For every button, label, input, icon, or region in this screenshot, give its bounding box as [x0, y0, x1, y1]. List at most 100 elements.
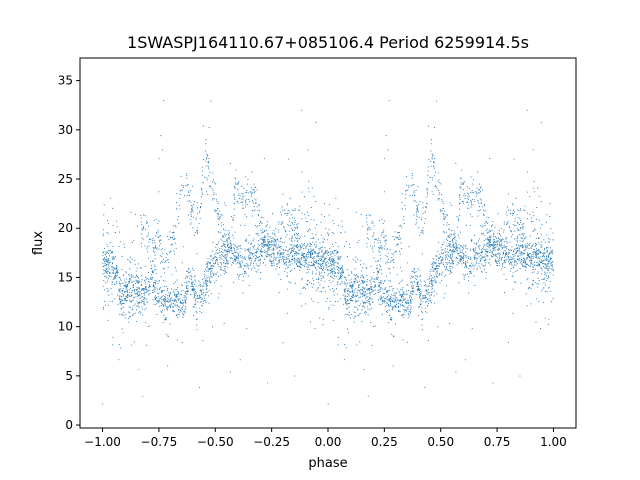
- data-point: [538, 195, 540, 198]
- data-point: [401, 301, 403, 303]
- data-point: [406, 175, 408, 177]
- data-point: [373, 294, 375, 296]
- data-point: [121, 302, 123, 305]
- data-point: [358, 313, 360, 315]
- data-point: [550, 257, 553, 259]
- data-point: [318, 278, 320, 280]
- data-point: [242, 207, 245, 209]
- data-point: [214, 183, 217, 185]
- data-point: [277, 231, 279, 233]
- data-point: [348, 295, 350, 297]
- data-point: [167, 297, 169, 299]
- data-point: [196, 329, 198, 331]
- data-point: [531, 253, 533, 255]
- data-point: [368, 297, 371, 299]
- data-point: [167, 335, 169, 338]
- data-point: [426, 285, 428, 287]
- data-point: [245, 204, 247, 206]
- data-point: [305, 262, 307, 264]
- data-point: [226, 241, 228, 243]
- data-point: [353, 274, 355, 276]
- data-point: [128, 292, 130, 294]
- data-point: [293, 249, 295, 251]
- data-point: [468, 257, 470, 259]
- data-point: [388, 299, 390, 301]
- data-point: [386, 299, 388, 301]
- data-point: [179, 309, 181, 312]
- data-point: [328, 233, 330, 235]
- data-point: [538, 280, 540, 282]
- data-point: [126, 283, 128, 286]
- data-point: [248, 200, 251, 203]
- data-point: [362, 300, 364, 302]
- data-point: [415, 271, 417, 273]
- data-point: [379, 219, 381, 221]
- data-point: [356, 344, 358, 346]
- data-point: [465, 195, 467, 197]
- data-point: [360, 282, 362, 285]
- data-point: [390, 260, 392, 262]
- data-point: [509, 258, 511, 261]
- data-point: [238, 266, 240, 268]
- data-point: [450, 204, 452, 207]
- data-point: [388, 280, 390, 282]
- data-point: [244, 224, 246, 226]
- data-point: [240, 224, 242, 226]
- data-point: [164, 302, 166, 304]
- data-point: [460, 178, 462, 180]
- data-point: [366, 233, 368, 235]
- data-point: [162, 294, 164, 296]
- data-point: [549, 258, 551, 260]
- data-point: [469, 248, 472, 250]
- data-point: [215, 193, 217, 195]
- data-point: [357, 299, 359, 301]
- data-point: [535, 321, 537, 323]
- data-point: [163, 309, 165, 311]
- data-point: [360, 312, 362, 314]
- data-point: [455, 249, 457, 251]
- data-point: [264, 241, 266, 243]
- data-point: [314, 227, 316, 229]
- data-point: [228, 236, 230, 238]
- data-point: [258, 248, 260, 250]
- data-point: [347, 328, 349, 330]
- data-point: [165, 294, 167, 296]
- data-point: [353, 317, 355, 319]
- data-point: [151, 278, 153, 280]
- data-point: [449, 265, 451, 267]
- data-point: [209, 278, 211, 280]
- data-point: [209, 171, 211, 173]
- data-point: [391, 316, 393, 319]
- data-point: [345, 241, 347, 243]
- data-point: [172, 306, 174, 308]
- data-point: [390, 303, 392, 305]
- data-point: [434, 302, 436, 304]
- data-point: [496, 245, 498, 247]
- data-point: [206, 191, 208, 193]
- data-point: [168, 301, 170, 303]
- data-point: [215, 252, 217, 254]
- data-point: [261, 231, 264, 233]
- data-point: [237, 182, 239, 184]
- data-point: [306, 263, 308, 265]
- data-point: [449, 250, 451, 252]
- data-point: [424, 295, 426, 297]
- data-point: [250, 187, 253, 189]
- data-point: [346, 282, 349, 284]
- data-point: [170, 236, 172, 238]
- data-point: [321, 258, 323, 261]
- data-point: [191, 205, 193, 207]
- data-point: [307, 211, 309, 213]
- data-point: [361, 309, 363, 311]
- data-point: [337, 207, 339, 209]
- data-point: [448, 270, 450, 272]
- data-point: [415, 205, 418, 207]
- data-point: [546, 234, 548, 236]
- data-point: [551, 261, 553, 264]
- data-point: [421, 285, 423, 287]
- data-point: [168, 298, 170, 300]
- data-point: [417, 205, 419, 207]
- data-point: [207, 268, 209, 270]
- data-point: [127, 285, 129, 287]
- data-point: [159, 241, 161, 243]
